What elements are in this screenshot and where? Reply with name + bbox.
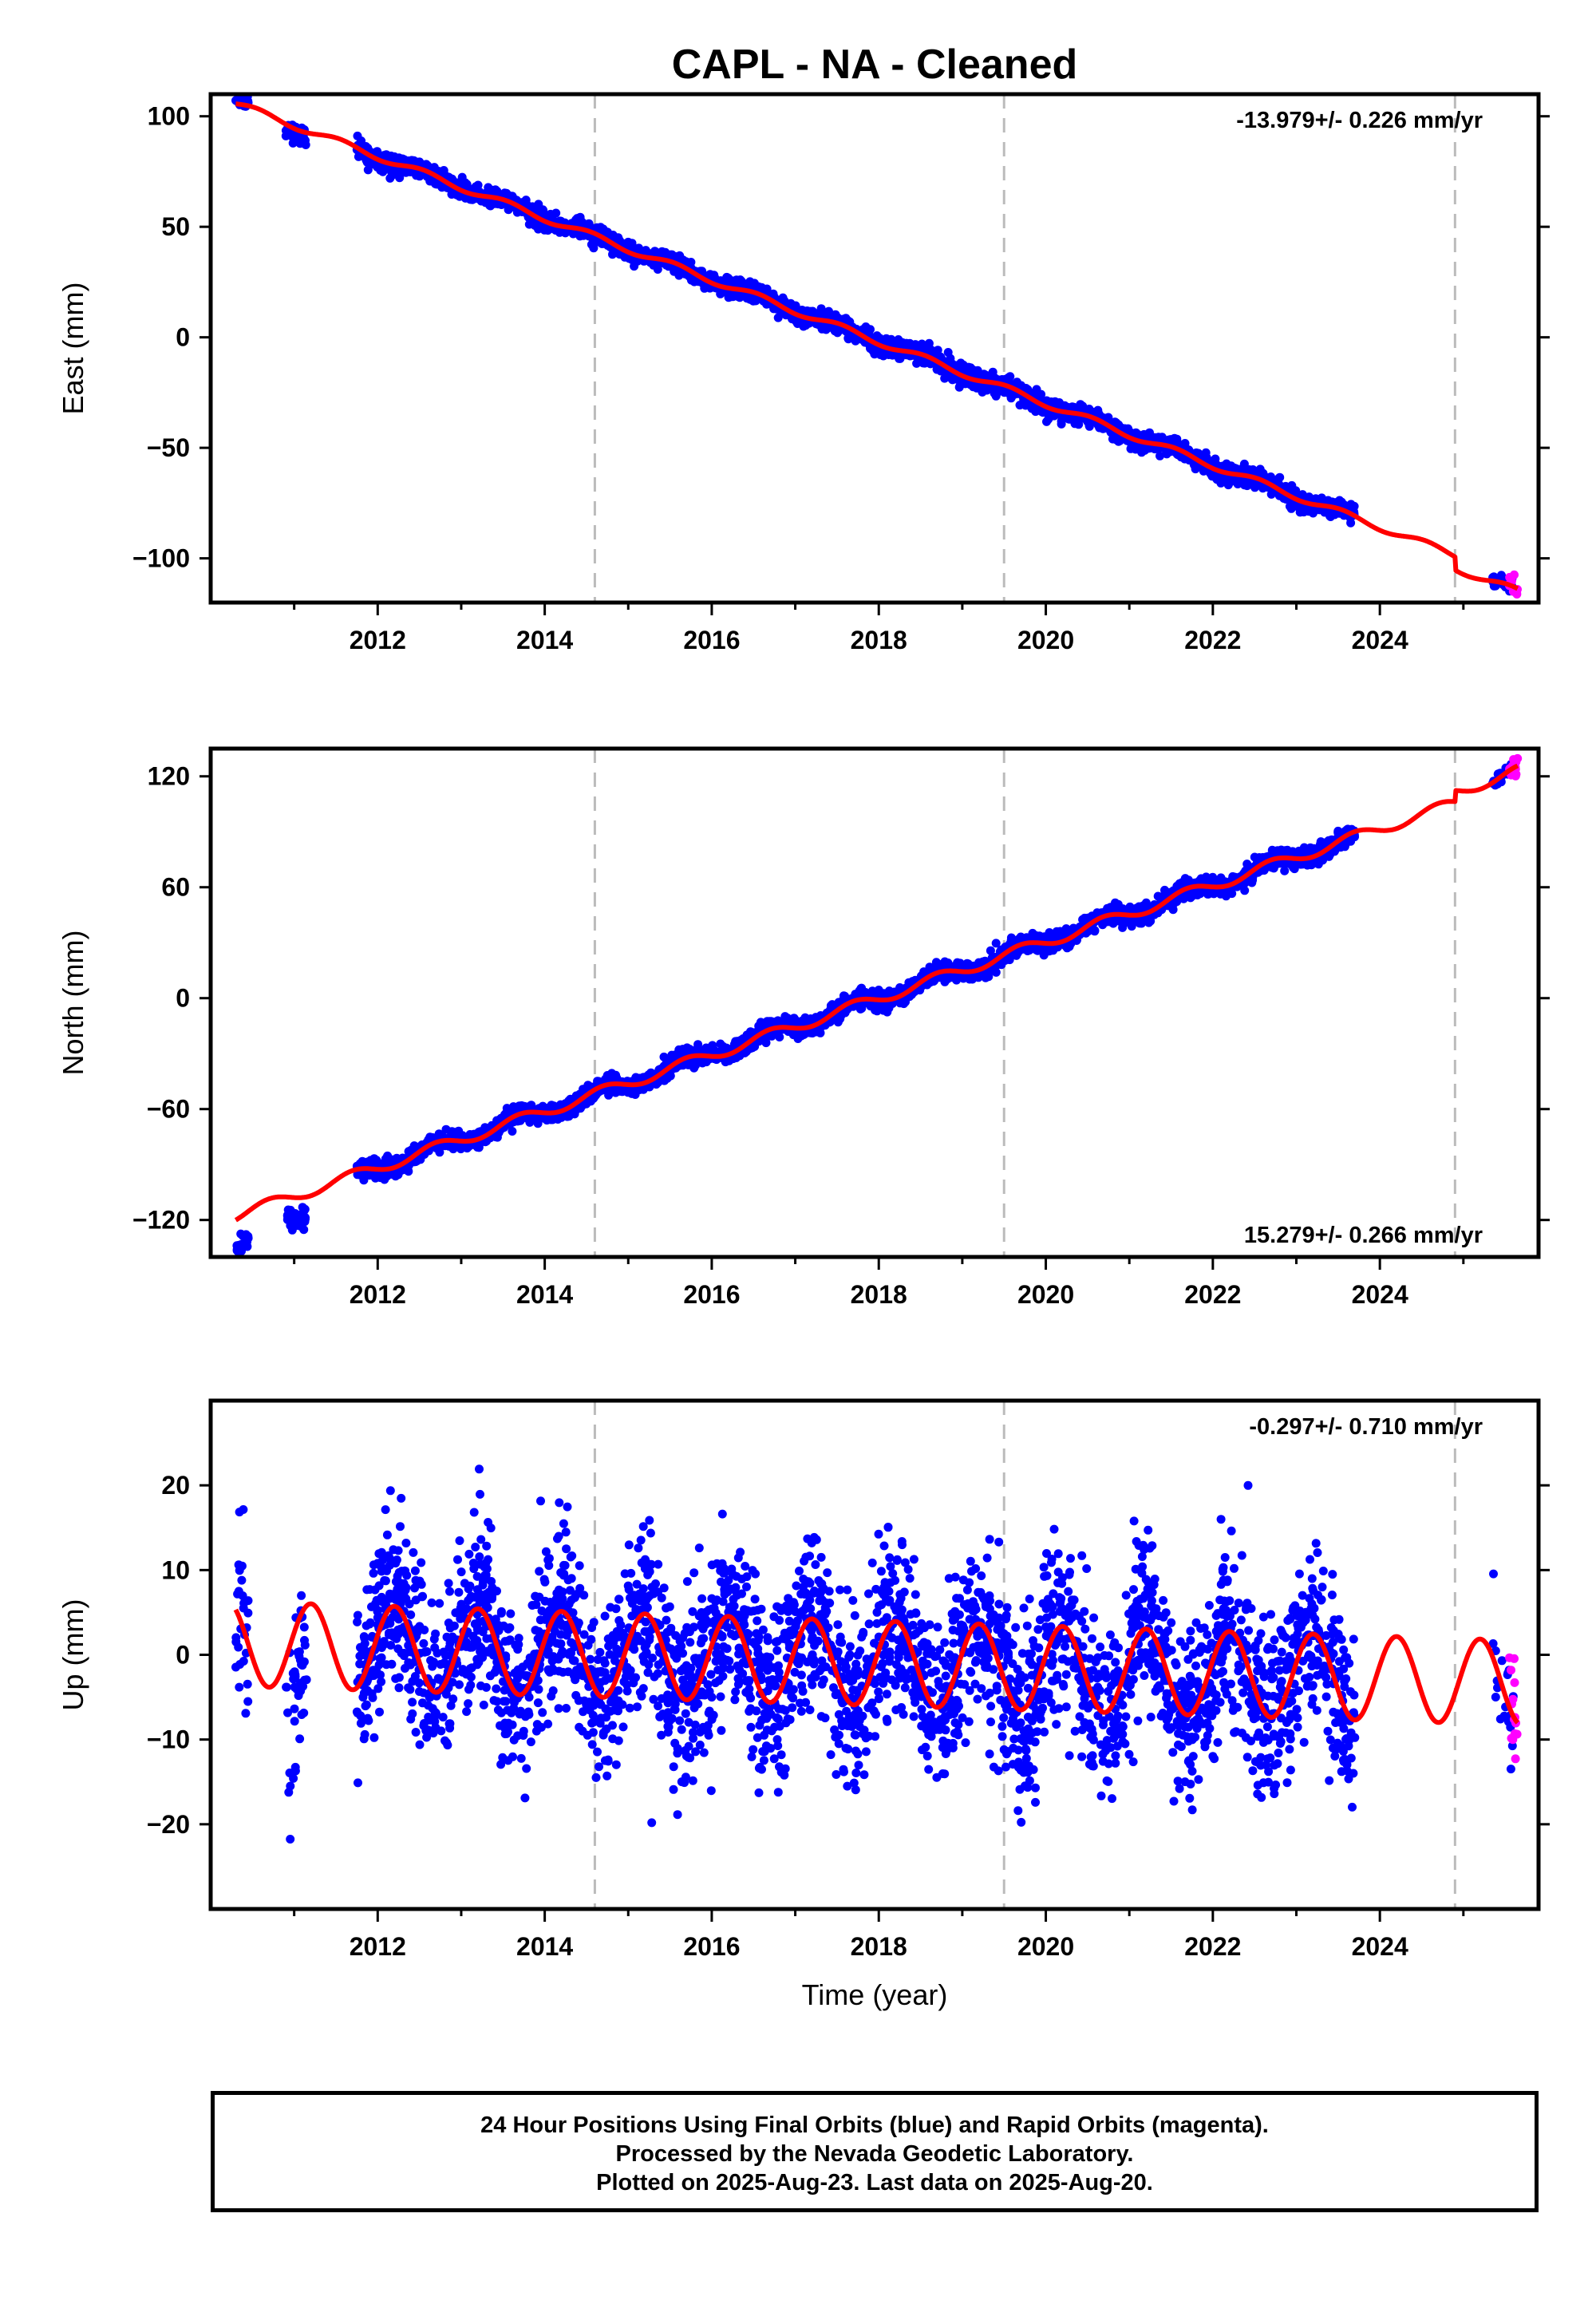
final-orbit-point [288, 133, 298, 143]
plot-area [232, 753, 1523, 1257]
final-orbit-point [242, 1234, 251, 1243]
y-tick-label: 50 [161, 212, 190, 241]
y-tick-label: 0 [176, 323, 190, 352]
final-orbit-point [916, 357, 926, 366]
rapid-orbit-point [1510, 570, 1519, 579]
final-orbit-point [773, 313, 783, 322]
final-orbit-point [800, 321, 809, 330]
final-orbit-point [725, 292, 735, 302]
final-orbit-point [812, 309, 822, 318]
final-orbit-point [1496, 571, 1506, 580]
final-orbit-point [751, 296, 760, 306]
chart-title: CAPL - NA - Cleaned [672, 41, 1078, 88]
final-orbit-point [978, 387, 987, 397]
final-orbit-point [488, 185, 497, 195]
y-axis-label: East (mm) [57, 283, 89, 415]
final-orbit-point [551, 208, 561, 218]
final-orbit-point [933, 346, 942, 355]
x-tick-label: 2020 [1017, 626, 1074, 654]
x-tick-label: 2012 [350, 626, 406, 654]
final-orbit-point [291, 1219, 301, 1228]
final-orbit-point [917, 339, 926, 349]
final-orbit-point [596, 223, 606, 232]
final-orbit-point [862, 324, 871, 334]
final-orbit-point [301, 136, 310, 145]
x-tick-label: 2016 [683, 626, 740, 654]
final-orbit-point [1032, 385, 1041, 394]
x-tick-label: 2018 [851, 626, 907, 654]
final-orbit-point [363, 165, 373, 175]
final-orbit-point [1012, 377, 1021, 387]
y-tick-label: −100 [132, 544, 190, 573]
final-orbit-point [990, 389, 999, 398]
x-tick-label: 2024 [1352, 626, 1408, 654]
y-tick-label: 100 [148, 102, 190, 131]
final-orbit-point [1156, 451, 1164, 460]
final-orbit-point [924, 338, 934, 348]
final-orbit-point [300, 1217, 310, 1227]
final-orbit-point [397, 154, 407, 164]
final-orbit-point [232, 1241, 242, 1251]
x-tick-label: 2014 [516, 626, 573, 654]
final-orbit-point [902, 338, 911, 348]
final-orbit-point [1346, 518, 1356, 528]
final-orbit-point [1317, 493, 1326, 503]
final-orbit-point [700, 283, 709, 293]
final-orbit-point [1021, 401, 1030, 410]
final-orbit-point [572, 214, 582, 223]
final-orbit-point [946, 354, 955, 363]
east-panel: 100 50 0 −50 −100 2012 2014 2016 2018 2020 2022 202… [57, 92, 1550, 654]
final-orbit-point [298, 1203, 307, 1212]
final-orbit-point [986, 946, 995, 955]
plot-area [231, 94, 1522, 599]
y-tick-label: −50 [147, 433, 190, 462]
final-orbit-point [353, 131, 362, 140]
final-orbit-point [1114, 437, 1124, 446]
final-orbit-point [630, 262, 639, 271]
rate-annotation: -13.979+/- 0.226 mm/yr [1236, 108, 1483, 133]
final-orbit-point [757, 283, 766, 292]
x-tick-label: 2022 [1184, 626, 1241, 654]
final-orbit-point [1042, 417, 1051, 426]
final-orbit-point [1005, 372, 1015, 381]
